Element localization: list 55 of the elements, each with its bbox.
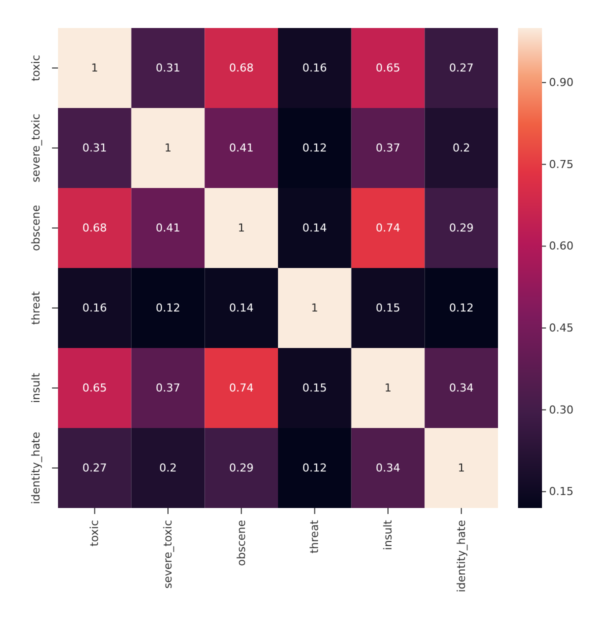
data-label: 0.68 [82,222,107,234]
data-label: 0.74 [376,222,400,234]
color-bar-label: 0.15 [549,485,574,498]
y-tick-label: toxic [30,54,42,82]
data-label: 1 [384,382,392,394]
data-label: 1 [458,462,465,474]
data-label: 0.27 [449,62,474,74]
data-label: 0.34 [376,462,400,474]
data-label: 0.37 [376,142,400,154]
color-bar-label: 0.75 [549,158,574,171]
data-label: 0.12 [302,142,327,154]
data-label: 0.41 [229,142,254,154]
data-label: 0.16 [82,302,107,314]
data-label: 0.2 [159,462,177,474]
data-label: 0.15 [376,302,400,314]
color-bar-label: 0.60 [549,240,574,253]
x-tick-label: threat [308,519,322,554]
data-label: 0.29 [229,462,254,474]
data-label: 0.31 [82,142,107,154]
x-tick-label: obscene [234,520,248,566]
data-label: 0.12 [302,462,327,474]
x-tick-label: identity_hate [454,520,468,592]
data-label: 0.29 [449,222,474,234]
data-label: 0.34 [449,382,474,394]
data-label: 0.14 [302,222,327,234]
color-bar-label: 0.90 [549,76,574,90]
data-label: 0.74 [229,382,254,394]
data-label: 0.12 [156,302,180,314]
colour-scale: 0.15 0.30 0.45 0.60 0.75 0.90 [508,8,598,608]
y-tick-label: severe_toxic [30,114,42,182]
y-tick-label: obscene [30,204,42,251]
data-label: 0.2 [452,142,470,154]
data-label: 0.12 [449,302,474,314]
data-label: 0.14 [229,302,254,314]
data-label: 1 [311,302,318,314]
data-label: 0.15 [302,382,327,394]
data-label: 1 [164,142,172,154]
data-label: 0.65 [376,62,400,74]
data-label: 0.31 [156,62,180,74]
data-label: 0.16 [302,62,327,74]
y-tick-label: threat [30,290,42,325]
y-tick-label: identity_hate [30,432,42,504]
data-label: 0.68 [229,62,254,74]
data-label: 1 [238,222,245,234]
data-label: 1 [91,62,98,74]
data-label: 0.65 [82,382,107,394]
data-label: 0.41 [156,222,180,234]
y-tick-label: insult [30,372,42,404]
data-label: 0.37 [156,382,180,394]
color-bar-label: 0.30 [549,403,574,416]
x-tick-label: toxic [88,520,102,546]
data-label: 0.27 [82,462,107,474]
x-tick-label: severe_toxic [162,520,174,589]
color-bar-label: 0.45 [549,322,574,334]
x-tick-label: insult [382,519,394,550]
